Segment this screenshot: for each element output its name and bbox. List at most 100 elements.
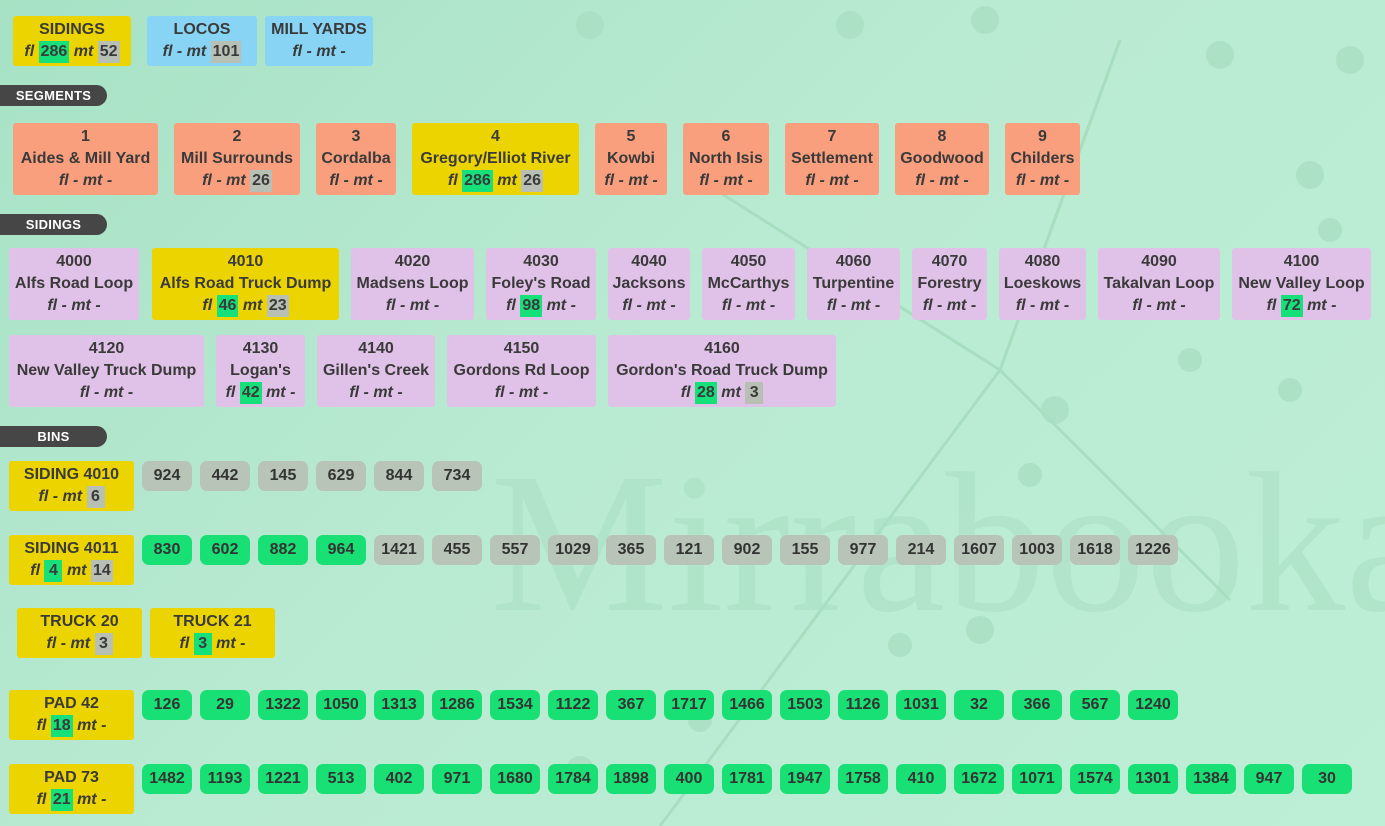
bin-830[interactable]: 830 (142, 535, 192, 565)
bin-1898[interactable]: 1898 (606, 764, 656, 794)
bin-400[interactable]: 400 (664, 764, 714, 794)
segment-tile-4[interactable]: 4 Gregory/Elliot River fl 286 mt 26 (412, 123, 579, 195)
bin-1313[interactable]: 1313 (374, 690, 424, 720)
bin-1301[interactable]: 1301 (1128, 764, 1178, 794)
siding-tile-4080[interactable]: 4080 Loeskows fl - mt - (999, 248, 1086, 320)
bin-1947[interactable]: 1947 (780, 764, 830, 794)
bin-455[interactable]: 455 (432, 535, 482, 565)
bin-971[interactable]: 971 (432, 764, 482, 794)
bin-29[interactable]: 29 (200, 690, 250, 720)
bin-1466[interactable]: 1466 (722, 690, 772, 720)
bin-629[interactable]: 629 (316, 461, 366, 491)
bin-366[interactable]: 366 (1012, 690, 1062, 720)
siding-tile-4150[interactable]: 4150 Gordons Rd Loop fl - mt - (447, 335, 596, 407)
bin-group-pad-73[interactable]: PAD 73 fl 21 mt - (9, 764, 134, 814)
siding-tile-4090[interactable]: 4090 Takalvan Loop fl - mt - (1098, 248, 1220, 320)
siding-tile-4010[interactable]: 4010 Alfs Road Truck Dump fl 46 mt 23 (152, 248, 339, 320)
siding-tile-4020[interactable]: 4020 Madsens Loop fl - mt - (351, 248, 474, 320)
bin-1574[interactable]: 1574 (1070, 764, 1120, 794)
bin-1050[interactable]: 1050 (316, 690, 366, 720)
bin-365[interactable]: 365 (606, 535, 656, 565)
bin-1122[interactable]: 1122 (548, 690, 598, 720)
siding-tile-4040[interactable]: 4040 Jacksons fl - mt - (608, 248, 690, 320)
segment-tile-7[interactable]: 7 Settlement fl - mt - (785, 123, 879, 195)
bin-126[interactable]: 126 (142, 690, 192, 720)
siding-tile-4160[interactable]: 4160 Gordon's Road Truck Dump fl 28 mt 3 (608, 335, 836, 407)
bin-1618[interactable]: 1618 (1070, 535, 1120, 565)
segment-tile-3[interactable]: 3 Cordalba fl - mt - (316, 123, 396, 195)
segment-tile-2[interactable]: 2 Mill Surrounds fl - mt 26 (174, 123, 300, 195)
bin-1240[interactable]: 1240 (1128, 690, 1178, 720)
bin-964[interactable]: 964 (316, 535, 366, 565)
bin-977[interactable]: 977 (838, 535, 888, 565)
bin-1031[interactable]: 1031 (896, 690, 946, 720)
bin-1503[interactable]: 1503 (780, 690, 830, 720)
bin-1482[interactable]: 1482 (142, 764, 192, 794)
bin-513[interactable]: 513 (316, 764, 366, 794)
segment-tile-5[interactable]: 5 Kowbi fl - mt - (595, 123, 667, 195)
bin-442[interactable]: 442 (200, 461, 250, 491)
bin-214[interactable]: 214 (896, 535, 946, 565)
bin-1758[interactable]: 1758 (838, 764, 888, 794)
bin-734[interactable]: 734 (432, 461, 482, 491)
segment-tile-1[interactable]: 1 Aides & Mill Yard fl - mt - (13, 123, 158, 195)
siding-tile-4050[interactable]: 4050 McCarthys fl - mt - (702, 248, 795, 320)
siding-tile-4140[interactable]: 4140 Gillen's Creek fl - mt - (317, 335, 435, 407)
bin-844[interactable]: 844 (374, 461, 424, 491)
bin-902[interactable]: 902 (722, 535, 772, 565)
bin-155[interactable]: 155 (780, 535, 830, 565)
bin-1226[interactable]: 1226 (1128, 535, 1178, 565)
bin-947[interactable]: 947 (1244, 764, 1294, 794)
bin-1607[interactable]: 1607 (954, 535, 1004, 565)
bin-602[interactable]: 602 (200, 535, 250, 565)
bin-1029[interactable]: 1029 (548, 535, 598, 565)
siding-tile-4000[interactable]: 4000 Alfs Road Loop fl - mt - (9, 248, 139, 320)
bin-1126[interactable]: 1126 (838, 690, 888, 720)
bin-1421[interactable]: 1421 (374, 535, 424, 565)
bin-group-siding-4010[interactable]: SIDING 4010 fl - mt 6 (9, 461, 134, 511)
bin-145[interactable]: 145 (258, 461, 308, 491)
segment-tile-8[interactable]: 8 Goodwood fl - mt - (895, 123, 989, 195)
truck-tile-truck-20[interactable]: TRUCK 20 fl - mt 3 (17, 608, 142, 658)
bin-1781[interactable]: 1781 (722, 764, 772, 794)
bin-1672[interactable]: 1672 (954, 764, 1004, 794)
bin-121[interactable]: 121 (664, 535, 714, 565)
bin-1534[interactable]: 1534 (490, 690, 540, 720)
fl-label: fl (329, 172, 344, 189)
siding-tile-4030[interactable]: 4030 Foley's Road fl 98 mt - (486, 248, 596, 320)
bin-1717[interactable]: 1717 (664, 690, 714, 720)
siding-tile-4120[interactable]: 4120 New Valley Truck Dump fl - mt - (9, 335, 204, 407)
segment-tile-6[interactable]: 6 North Isis fl - mt - (683, 123, 769, 195)
summary-tile-locos[interactable]: LOCOS fl - mt 101 (147, 16, 257, 66)
segment-tile-9[interactable]: 9 Childers fl - mt - (1005, 123, 1080, 195)
bin-882[interactable]: 882 (258, 535, 308, 565)
bin-1286[interactable]: 1286 (432, 690, 482, 720)
bin-924[interactable]: 924 (142, 461, 192, 491)
siding-tile-4070[interactable]: 4070 Forestry fl - mt - (912, 248, 987, 320)
summary-tile-mill-yards[interactable]: MILL YARDS fl - mt - (265, 16, 373, 66)
bin-1384[interactable]: 1384 (1186, 764, 1236, 794)
bin-1193[interactable]: 1193 (200, 764, 250, 794)
bin-1221[interactable]: 1221 (258, 764, 308, 794)
bin-1003[interactable]: 1003 (1012, 535, 1062, 565)
bin-30[interactable]: 30 (1302, 764, 1352, 794)
bin-1680[interactable]: 1680 (490, 764, 540, 794)
bin-410[interactable]: 410 (896, 764, 946, 794)
siding-tile-4130[interactable]: 4130 Logan's fl 42 mt - (216, 335, 305, 407)
bin-1322[interactable]: 1322 (258, 690, 308, 720)
bin-402[interactable]: 402 (374, 764, 424, 794)
bin-1071[interactable]: 1071 (1012, 764, 1062, 794)
bin-557[interactable]: 557 (490, 535, 540, 565)
bin-1784[interactable]: 1784 (548, 764, 598, 794)
bin-32[interactable]: 32 (954, 690, 1004, 720)
bin-group-pad-42[interactable]: PAD 42 fl 18 mt - (9, 690, 134, 740)
bin-group-siding-4011[interactable]: SIDING 4011 fl 4 mt 14 (9, 535, 134, 585)
counts-line: fl - mt 26 (174, 170, 300, 192)
truck-tile-truck-21[interactable]: TRUCK 21 fl 3 mt - (150, 608, 275, 658)
siding-tile-4100[interactable]: 4100 New Valley Loop fl 72 mt - (1232, 248, 1371, 320)
siding-tile-4060[interactable]: 4060 Turpentine fl - mt - (807, 248, 900, 320)
bin-367[interactable]: 367 (606, 690, 656, 720)
mt-badge: 3 (745, 382, 764, 404)
summary-tile-sidings[interactable]: SIDINGS fl 286 mt 52 (13, 16, 131, 66)
bin-567[interactable]: 567 (1070, 690, 1120, 720)
